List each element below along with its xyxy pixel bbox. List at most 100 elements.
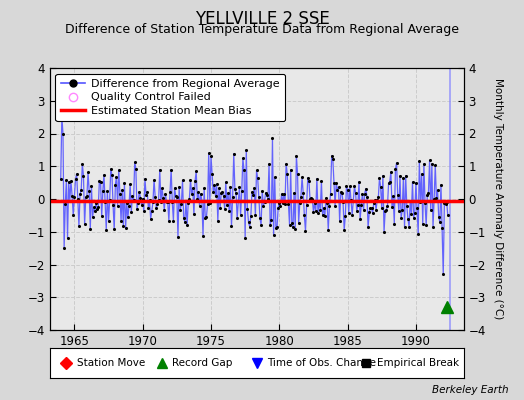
Point bbox=[247, 212, 255, 219]
Y-axis label: Monthly Temperature Anomaly Difference (°C): Monthly Temperature Anomaly Difference (… bbox=[493, 78, 503, 320]
Point bbox=[389, 193, 397, 200]
Point bbox=[288, 220, 296, 226]
Point bbox=[272, 225, 280, 231]
Point bbox=[390, 220, 398, 227]
Point bbox=[369, 199, 378, 206]
Point bbox=[244, 219, 253, 226]
Point bbox=[376, 184, 385, 190]
Point bbox=[316, 207, 324, 213]
Point bbox=[132, 165, 140, 172]
Point bbox=[348, 212, 356, 218]
Point bbox=[57, 176, 65, 182]
Point bbox=[59, 130, 67, 137]
Point bbox=[438, 225, 446, 232]
Point bbox=[205, 199, 214, 206]
Point bbox=[395, 208, 403, 214]
Point bbox=[249, 192, 257, 198]
Point bbox=[109, 202, 117, 208]
Point bbox=[82, 194, 90, 200]
Point bbox=[267, 216, 276, 223]
Point bbox=[283, 171, 291, 177]
Point bbox=[382, 206, 390, 213]
Point bbox=[77, 187, 85, 193]
Point bbox=[228, 194, 237, 200]
Point bbox=[320, 204, 328, 211]
Legend: Difference from Regional Average, Quality Control Failed, Estimated Station Mean: Difference from Regional Average, Qualit… bbox=[56, 74, 285, 121]
Point bbox=[406, 198, 414, 204]
Point bbox=[291, 226, 299, 232]
Point bbox=[434, 213, 443, 220]
Point bbox=[284, 200, 292, 207]
Point bbox=[413, 204, 421, 211]
Point bbox=[270, 174, 279, 180]
Point bbox=[102, 226, 111, 233]
Point bbox=[282, 160, 290, 167]
Point bbox=[277, 191, 286, 197]
Point bbox=[358, 191, 367, 197]
Point bbox=[121, 180, 129, 187]
Point bbox=[185, 196, 193, 202]
Point bbox=[325, 203, 334, 209]
Point bbox=[137, 202, 146, 208]
Point bbox=[268, 135, 277, 142]
Text: Difference of Station Temperature Data from Regional Average: Difference of Station Temperature Data f… bbox=[65, 23, 459, 36]
Point bbox=[73, 195, 82, 202]
Point bbox=[113, 202, 122, 209]
Point bbox=[180, 215, 188, 221]
Point bbox=[388, 204, 396, 210]
Point bbox=[213, 181, 221, 187]
Point bbox=[80, 221, 89, 228]
Text: Empirical Break: Empirical Break bbox=[377, 358, 459, 368]
Point bbox=[307, 194, 315, 201]
Point bbox=[175, 184, 183, 190]
Point bbox=[424, 190, 433, 196]
Point bbox=[84, 169, 92, 176]
Point bbox=[274, 204, 282, 211]
Point bbox=[237, 188, 246, 194]
Point bbox=[68, 193, 77, 199]
Point bbox=[412, 180, 420, 186]
Point bbox=[181, 218, 189, 225]
Point bbox=[418, 171, 426, 177]
Point bbox=[135, 188, 144, 195]
Point bbox=[335, 218, 344, 224]
Point bbox=[345, 210, 353, 216]
Point bbox=[379, 172, 387, 179]
Point bbox=[339, 199, 347, 206]
Point bbox=[275, 200, 283, 206]
Point bbox=[89, 214, 97, 220]
Point bbox=[253, 167, 261, 174]
Point bbox=[336, 189, 345, 195]
Point bbox=[338, 190, 346, 196]
Point bbox=[145, 197, 154, 203]
Point bbox=[210, 182, 219, 189]
Point bbox=[238, 155, 247, 162]
Point bbox=[242, 147, 250, 153]
Point bbox=[139, 208, 148, 215]
Point bbox=[75, 223, 83, 230]
Point bbox=[215, 185, 223, 191]
Point bbox=[86, 226, 94, 232]
Point bbox=[184, 200, 192, 206]
Point bbox=[200, 185, 209, 191]
Point bbox=[130, 159, 139, 165]
Point bbox=[119, 223, 127, 230]
Point bbox=[409, 214, 418, 221]
Point bbox=[260, 198, 269, 205]
Point bbox=[236, 212, 245, 218]
Point bbox=[96, 179, 105, 185]
Point bbox=[147, 216, 155, 222]
Point bbox=[323, 200, 331, 206]
Point bbox=[187, 177, 195, 183]
Point bbox=[299, 190, 308, 196]
Point bbox=[378, 205, 386, 211]
Point bbox=[408, 179, 417, 185]
Point bbox=[161, 191, 170, 197]
Point bbox=[240, 167, 248, 173]
Point bbox=[112, 174, 121, 180]
Point bbox=[399, 174, 408, 181]
Point bbox=[405, 224, 413, 230]
Point bbox=[303, 175, 312, 181]
Point bbox=[366, 204, 375, 211]
Point bbox=[151, 194, 159, 200]
